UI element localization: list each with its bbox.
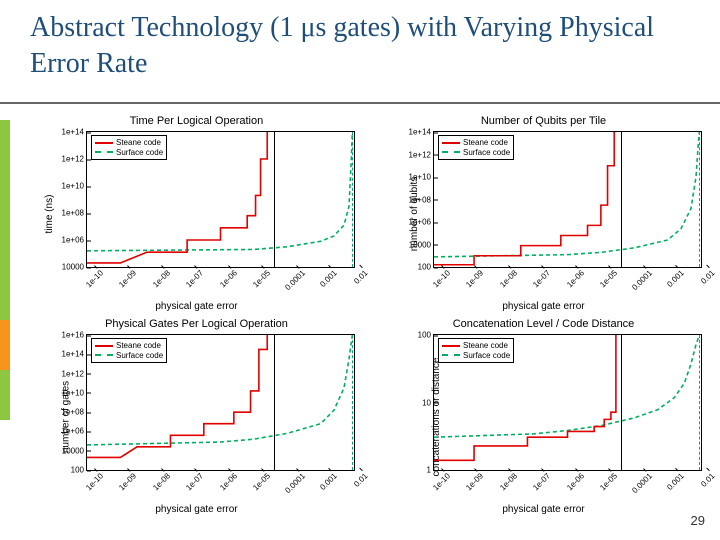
y-tick: 1 bbox=[427, 466, 434, 475]
x-tick: 1e-06 bbox=[216, 470, 238, 492]
y-tick: 1e+12 bbox=[62, 155, 87, 164]
legend-item-surface: Surface code bbox=[95, 351, 163, 361]
y-tick: 1e+12 bbox=[62, 369, 87, 378]
x-axis-label: physical gate error bbox=[30, 504, 363, 515]
y-tick: 1e+08 bbox=[62, 209, 87, 218]
chart-title: Time Per Logical Operation bbox=[30, 115, 363, 127]
y-tick: 10000 bbox=[62, 446, 87, 455]
x-tick: 0.01 bbox=[351, 470, 370, 489]
y-tick: 1e+12 bbox=[409, 150, 434, 159]
x-axis-label: physical gate error bbox=[30, 301, 363, 312]
x-tick: 0.0001 bbox=[282, 267, 307, 292]
plot-area: 1101001e-101e-091e-081e-071e-061e-050.00… bbox=[433, 334, 702, 471]
chart: Number of Qubits per Tilenumber of qubit… bbox=[377, 115, 710, 312]
legend-item-surface: Surface code bbox=[95, 148, 163, 158]
chart-title: Concatenation Level / Code Distance bbox=[377, 318, 710, 330]
x-tick: 0.001 bbox=[316, 470, 338, 492]
x-tick: 1e-08 bbox=[497, 470, 519, 492]
y-tick: 1e+16 bbox=[62, 331, 87, 340]
x-tick: 0.0001 bbox=[629, 267, 654, 292]
x-tick: 1e-08 bbox=[150, 470, 172, 492]
legend-item-steane: Steane code bbox=[442, 138, 510, 148]
y-tick: 1e+10 bbox=[409, 173, 434, 182]
x-tick: 0.001 bbox=[663, 470, 685, 492]
y-tick: 1e+06 bbox=[409, 218, 434, 227]
chart-grid: Time Per Logical Operation time (ns) physi… bbox=[30, 115, 710, 515]
x-tick: 1e-07 bbox=[530, 470, 552, 492]
x-tick: 1e-07 bbox=[530, 267, 552, 289]
plot-area: 100001e+061e+081e+101e+121e+141e-101e-09… bbox=[86, 131, 355, 268]
x-tick: 0.01 bbox=[698, 267, 717, 286]
y-tick: 1e+14 bbox=[409, 128, 434, 137]
y-tick: 10000 bbox=[62, 263, 87, 272]
plot-area: 100100001e+061e+081e+101e+121e+141e+161e… bbox=[86, 334, 355, 471]
legend-item-surface: Surface code bbox=[442, 148, 510, 158]
x-tick: 1e-05 bbox=[597, 267, 619, 289]
y-tick: 1e+10 bbox=[62, 388, 87, 397]
x-tick: 1e-09 bbox=[116, 470, 138, 492]
x-tick: 1e-08 bbox=[150, 267, 172, 289]
y-tick: 100 bbox=[418, 263, 434, 272]
y-tick: 100 bbox=[418, 331, 434, 340]
x-tick: 1e-05 bbox=[597, 470, 619, 492]
legend: Steane codeSurface code bbox=[91, 338, 167, 363]
x-tick: 0.001 bbox=[663, 267, 685, 289]
y-tick: 1e+08 bbox=[409, 195, 434, 204]
x-tick: 0.001 bbox=[316, 267, 338, 289]
x-tick: 0.0001 bbox=[629, 470, 654, 495]
legend-item-steane: Steane code bbox=[95, 138, 163, 148]
x-tick: 1e-06 bbox=[216, 267, 238, 289]
legend-item-steane: Steane code bbox=[442, 341, 510, 351]
title-underline bbox=[0, 102, 720, 104]
legend: Steane codeSurface code bbox=[438, 135, 514, 160]
chart-title: Physical Gates Per Logical Operation bbox=[30, 318, 363, 330]
x-tick: 1e-09 bbox=[463, 267, 485, 289]
plot-area: 100100001e+061e+081e+101e+121e+141e-101e… bbox=[433, 131, 702, 268]
y-tick: 1e+14 bbox=[62, 128, 87, 137]
y-tick: 10 bbox=[422, 398, 434, 407]
legend-item-steane: Steane code bbox=[95, 341, 163, 351]
x-tick: 1e-08 bbox=[497, 267, 519, 289]
accent-bar-green bbox=[0, 120, 10, 420]
legend: Steane codeSurface code bbox=[438, 338, 514, 363]
x-tick: 0.0001 bbox=[282, 470, 307, 495]
chart: Physical Gates Per Logical Operationnumb… bbox=[30, 318, 363, 515]
chart: Time Per Logical Operation time (ns) physi… bbox=[30, 115, 363, 312]
x-tick: 1e-07 bbox=[183, 267, 205, 289]
x-axis-label: physical gate error bbox=[377, 301, 710, 312]
x-tick: 1e-07 bbox=[183, 470, 205, 492]
x-tick: 1e-09 bbox=[463, 470, 485, 492]
chart: Concatenation Level / Code Distanceconca… bbox=[377, 318, 710, 515]
page-number: 29 bbox=[691, 513, 705, 528]
y-tick: 1e+14 bbox=[62, 350, 87, 359]
x-tick: 1e-09 bbox=[116, 267, 138, 289]
x-tick: 1e-05 bbox=[250, 470, 272, 492]
x-axis-label: physical gate error bbox=[377, 504, 710, 515]
y-tick: 1e+06 bbox=[62, 236, 87, 245]
y-tick: 100 bbox=[71, 466, 87, 475]
slide-title: Abstract Technology (1 μs gates) with Va… bbox=[30, 10, 690, 83]
accent-bar-orange bbox=[0, 320, 10, 370]
y-axis-label: time (ns) bbox=[44, 194, 55, 233]
legend: Steane codeSurface code bbox=[91, 135, 167, 160]
chart-title: Number of Qubits per Tile bbox=[377, 115, 710, 127]
x-tick: 1e-06 bbox=[563, 470, 585, 492]
legend-item-surface: Surface code bbox=[442, 351, 510, 361]
y-tick: 1e+06 bbox=[62, 427, 87, 436]
y-tick: 1e+08 bbox=[62, 408, 87, 417]
y-tick: 10000 bbox=[409, 240, 434, 249]
x-tick: 1e-06 bbox=[563, 267, 585, 289]
x-tick: 1e-05 bbox=[250, 267, 272, 289]
x-tick: 0.01 bbox=[698, 470, 717, 489]
y-tick: 1e+10 bbox=[62, 182, 87, 191]
x-tick: 0.01 bbox=[351, 267, 370, 286]
